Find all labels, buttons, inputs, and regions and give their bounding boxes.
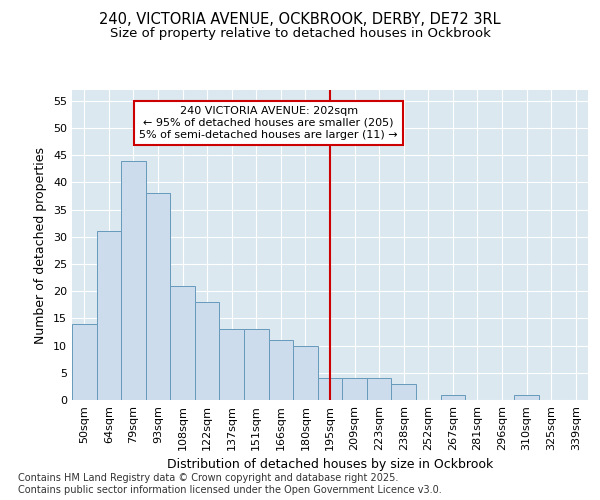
Bar bbox=[342, 378, 367, 400]
Text: Contains HM Land Registry data © Crown copyright and database right 2025.
Contai: Contains HM Land Registry data © Crown c… bbox=[18, 474, 442, 495]
X-axis label: Distribution of detached houses by size in Ockbrook: Distribution of detached houses by size … bbox=[167, 458, 493, 471]
Bar bbox=[220, 330, 244, 400]
Text: 240, VICTORIA AVENUE, OCKBROOK, DERBY, DE72 3RL: 240, VICTORIA AVENUE, OCKBROOK, DERBY, D… bbox=[99, 12, 501, 28]
Bar bbox=[293, 346, 318, 400]
Bar bbox=[170, 286, 195, 400]
Bar bbox=[269, 340, 293, 400]
Bar bbox=[367, 378, 391, 400]
Bar bbox=[146, 194, 170, 400]
Y-axis label: Number of detached properties: Number of detached properties bbox=[34, 146, 47, 344]
Text: 240 VICTORIA AVENUE: 202sqm
← 95% of detached houses are smaller (205)
5% of sem: 240 VICTORIA AVENUE: 202sqm ← 95% of det… bbox=[139, 106, 398, 140]
Bar bbox=[391, 384, 416, 400]
Text: Size of property relative to detached houses in Ockbrook: Size of property relative to detached ho… bbox=[110, 28, 490, 40]
Bar bbox=[195, 302, 220, 400]
Bar bbox=[244, 330, 269, 400]
Bar bbox=[121, 160, 146, 400]
Bar bbox=[97, 232, 121, 400]
Bar bbox=[72, 324, 97, 400]
Bar bbox=[318, 378, 342, 400]
Bar bbox=[440, 394, 465, 400]
Bar bbox=[514, 394, 539, 400]
